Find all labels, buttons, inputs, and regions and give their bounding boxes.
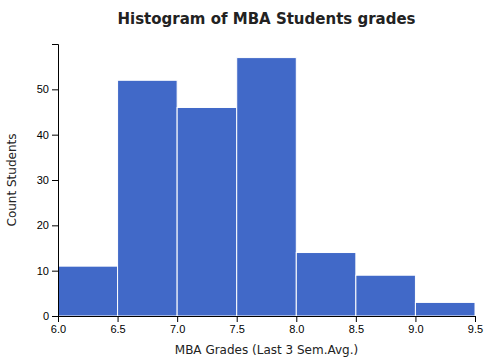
bar	[177, 107, 237, 316]
x-axis-title: MBA Grades (Last 3 Sem.Avg.)	[175, 343, 358, 357]
y-tick-label: 0	[43, 310, 49, 322]
x-tick-label: 6.5	[110, 323, 125, 335]
x-axis: 6.0 6.5 7.0 7.5 8.0 8.5 9.0 9.5	[51, 316, 483, 335]
y-tick: 30	[37, 174, 58, 186]
y-axis-title: Count Students	[5, 134, 19, 227]
x-tick-label: 6.0	[51, 323, 66, 335]
x-tick-mark	[475, 316, 476, 322]
x-tick: 6.0	[51, 316, 66, 335]
y-tick-label: 20	[37, 219, 49, 231]
x-tick-label: 7.0	[170, 323, 185, 335]
x-tick: 6.5	[110, 316, 125, 335]
x-tick-mark	[415, 316, 416, 322]
y-tick-mark	[52, 89, 58, 90]
x-tick: 7.0	[170, 316, 185, 335]
x-tick: 7.5	[230, 316, 245, 335]
x-tick: 9.0	[408, 316, 423, 335]
y-tick-label: 30	[37, 174, 49, 186]
bars	[58, 58, 475, 316]
x-tick-label: 9.0	[408, 323, 423, 335]
y-tick-mark	[52, 135, 58, 136]
x-tick-label: 9.5	[468, 323, 483, 335]
y-tick-label: 40	[37, 129, 49, 141]
y-tick: 40	[37, 129, 58, 141]
x-tick: 8.5	[349, 316, 364, 335]
x-axis-line	[59, 317, 476, 323]
x-tick-label: 8.0	[289, 323, 304, 335]
x-tick-label: 8.5	[349, 323, 364, 335]
x-tick-mark	[118, 316, 119, 322]
y-axis-line	[52, 45, 59, 317]
y-tick-mark	[52, 225, 58, 226]
y-tick-mark	[52, 271, 58, 272]
chart-svg: 6.0 6.5 7.0 7.5 8.0 8.5 9.0 9.5 0 10 20 30 40 50 Histo…	[0, 0, 497, 364]
y-tick-mark	[52, 316, 58, 317]
y-tick-label: 50	[37, 83, 49, 95]
bar	[415, 302, 475, 316]
x-tick-mark	[177, 316, 178, 322]
x-tick-mark	[237, 316, 238, 322]
bar	[118, 80, 178, 316]
x-tick-mark	[356, 316, 357, 322]
bar	[356, 275, 416, 316]
y-tick: 10	[37, 265, 58, 277]
plot-area: 6.0 6.5 7.0 7.5 8.0 8.5 9.0 9.5 0 10 20 30 40 50	[37, 45, 483, 335]
chart-container: 6.0 6.5 7.0 7.5 8.0 8.5 9.0 9.5 0 10 20 30 40 50 Histo…	[0, 0, 497, 364]
y-axis: 0 10 20 30 40 50	[37, 45, 59, 323]
y-tick: 50	[37, 83, 58, 95]
x-tick-label: 7.5	[230, 323, 245, 335]
y-tick: 0	[43, 310, 58, 322]
bar	[296, 253, 356, 316]
y-tick-label: 10	[37, 265, 49, 277]
y-tick-mark	[52, 180, 58, 181]
chart-title: Histogram of MBA Students grades	[117, 10, 415, 28]
x-tick: 8.0	[289, 316, 304, 335]
x-tick-mark	[296, 316, 297, 322]
x-tick: 9.5	[468, 316, 483, 335]
y-tick: 20	[37, 219, 58, 231]
bar	[237, 58, 297, 316]
bar	[58, 266, 118, 316]
